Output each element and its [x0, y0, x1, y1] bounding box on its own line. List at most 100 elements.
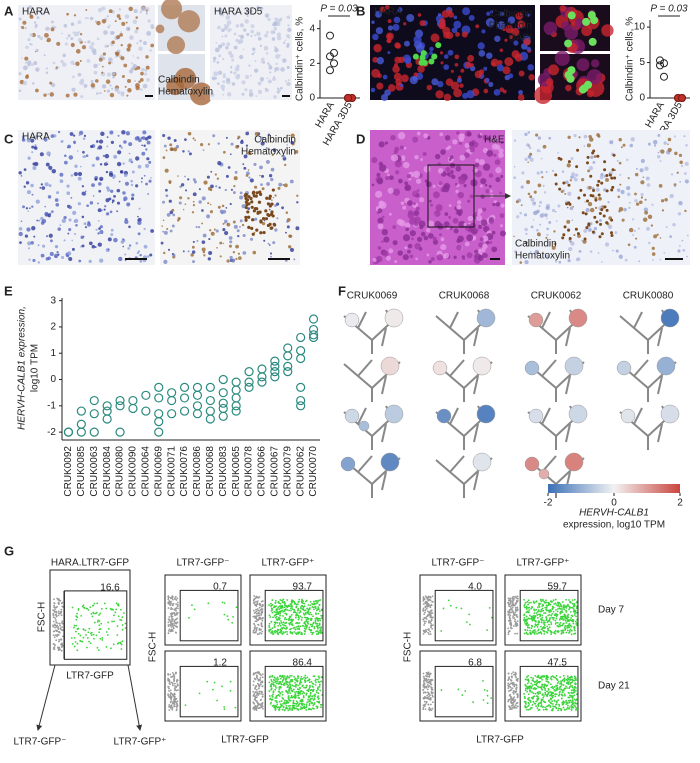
event: [574, 630, 576, 632]
event: [168, 690, 170, 692]
event: [318, 604, 320, 606]
event: [301, 619, 303, 621]
event: [523, 617, 525, 619]
cell: [530, 198, 534, 202]
cell: [46, 235, 48, 237]
cell: [416, 179, 421, 184]
cell: [555, 211, 557, 213]
point: [679, 95, 686, 102]
event: [486, 690, 488, 692]
cell: [118, 135, 120, 137]
event: [256, 689, 258, 691]
cell: [78, 177, 82, 181]
cell: [288, 79, 290, 81]
point: [327, 32, 334, 39]
event: [320, 706, 322, 708]
cell: [253, 163, 256, 166]
cell: [44, 54, 46, 56]
cell: [533, 219, 535, 221]
y-axis-label: FSC-H: [37, 602, 48, 633]
cell: [529, 153, 532, 156]
cell: [124, 254, 126, 256]
panel-letter: B: [356, 3, 365, 18]
cell: [64, 161, 68, 165]
cell: [227, 223, 229, 225]
cell: [619, 138, 622, 141]
cell: [123, 199, 125, 201]
cell: [85, 190, 87, 192]
event: [430, 623, 432, 625]
event: [319, 686, 321, 688]
cell: [412, 137, 418, 143]
event: [512, 704, 514, 706]
cell: [657, 155, 660, 158]
cell: [65, 42, 68, 45]
event: [550, 633, 552, 635]
cell: [187, 178, 189, 180]
event: [268, 629, 270, 631]
event: [317, 623, 319, 625]
event: [277, 625, 279, 627]
cell: [97, 38, 100, 41]
cell: [284, 164, 286, 166]
event: [194, 608, 196, 610]
event: [301, 699, 303, 701]
cell: [282, 58, 286, 62]
cell: [214, 228, 216, 230]
cell: [134, 80, 136, 82]
cell: [139, 208, 141, 210]
event: [428, 696, 430, 698]
event: [484, 689, 486, 691]
event: [273, 606, 275, 608]
event: [566, 607, 568, 609]
event: [76, 649, 78, 651]
y-tick-label: 3: [50, 295, 56, 306]
cell: [147, 141, 151, 145]
event: [310, 601, 312, 603]
event: [170, 689, 172, 691]
cell: [417, 237, 422, 242]
event: [431, 692, 433, 694]
event: [316, 692, 318, 694]
cell: [377, 217, 383, 223]
event: [291, 601, 293, 603]
event: [280, 678, 282, 680]
cell: [276, 19, 281, 24]
calbindin-cell: [567, 229, 570, 232]
cell: [150, 49, 152, 51]
event: [85, 608, 87, 610]
cell: [215, 42, 217, 44]
event: [307, 604, 309, 606]
event: [574, 628, 576, 630]
cell: [117, 202, 120, 205]
cell: [109, 173, 113, 177]
event: [430, 704, 432, 706]
cell: [106, 145, 108, 147]
event: [424, 630, 426, 632]
cell: [445, 212, 449, 216]
event: [543, 633, 545, 635]
cell: [285, 80, 287, 82]
cell: [453, 15, 457, 19]
cell: [264, 220, 265, 221]
cell: [469, 15, 475, 21]
event: [432, 595, 434, 597]
cell: [82, 156, 84, 158]
event: [281, 681, 283, 683]
event: [535, 621, 537, 623]
event: [425, 708, 427, 710]
event: [254, 598, 256, 600]
cell: [392, 65, 400, 73]
event: [311, 603, 313, 605]
cell: [270, 178, 273, 181]
event: [56, 625, 58, 627]
event: [285, 622, 287, 624]
cell: [524, 228, 527, 231]
cell: [230, 153, 232, 155]
calbindin-cell: [266, 213, 269, 216]
cell: [107, 89, 110, 92]
event: [559, 618, 561, 620]
cell: [86, 154, 89, 157]
event: [259, 628, 261, 630]
event: [287, 691, 289, 693]
